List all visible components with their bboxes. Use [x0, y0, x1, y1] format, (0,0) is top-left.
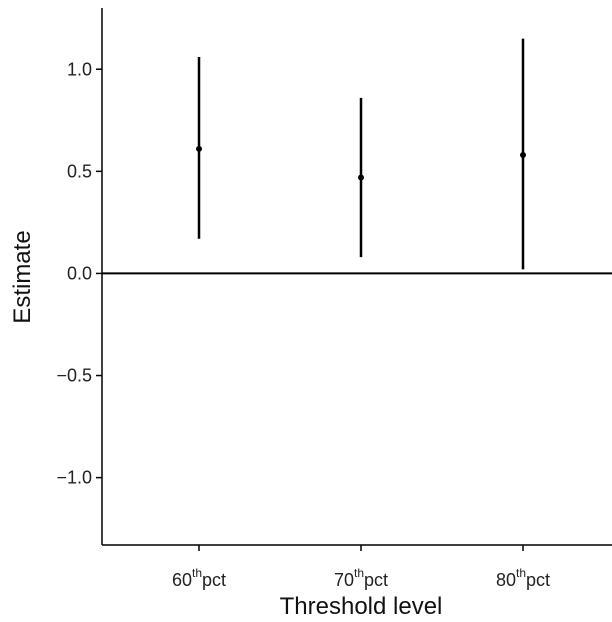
x-tick-label-sup: th [516, 566, 526, 580]
x-tick-label-base: 70 [334, 570, 354, 590]
x-tick-label: 60thpct [172, 566, 226, 590]
y-tick-label: 1.0 [67, 59, 92, 79]
y-tick-label: −1.0 [56, 468, 92, 488]
x-tick-label: 80thpct [496, 566, 550, 590]
y-tick-label: −0.5 [56, 366, 92, 386]
x-tick-label: 70thpct [334, 566, 388, 590]
x-tick-label-base: 60 [172, 570, 192, 590]
y-tick-label: 0.0 [67, 263, 92, 283]
point-estimate [196, 145, 202, 152]
x-tick-label-suffix: pct [202, 570, 226, 590]
x-tick-label-base: 80 [496, 570, 516, 590]
y-tick-label: 0.5 [67, 161, 92, 181]
point-estimate [358, 174, 364, 181]
x-tick-label-sup: th [354, 566, 364, 580]
point-estimate [520, 152, 526, 159]
x-tick-label-suffix: pct [364, 570, 388, 590]
y-axis-title: Estimate [9, 230, 36, 323]
x-tick-label-suffix: pct [526, 570, 550, 590]
x-axis-title: Threshold level [280, 593, 443, 620]
x-tick-label-sup: th [192, 566, 202, 580]
